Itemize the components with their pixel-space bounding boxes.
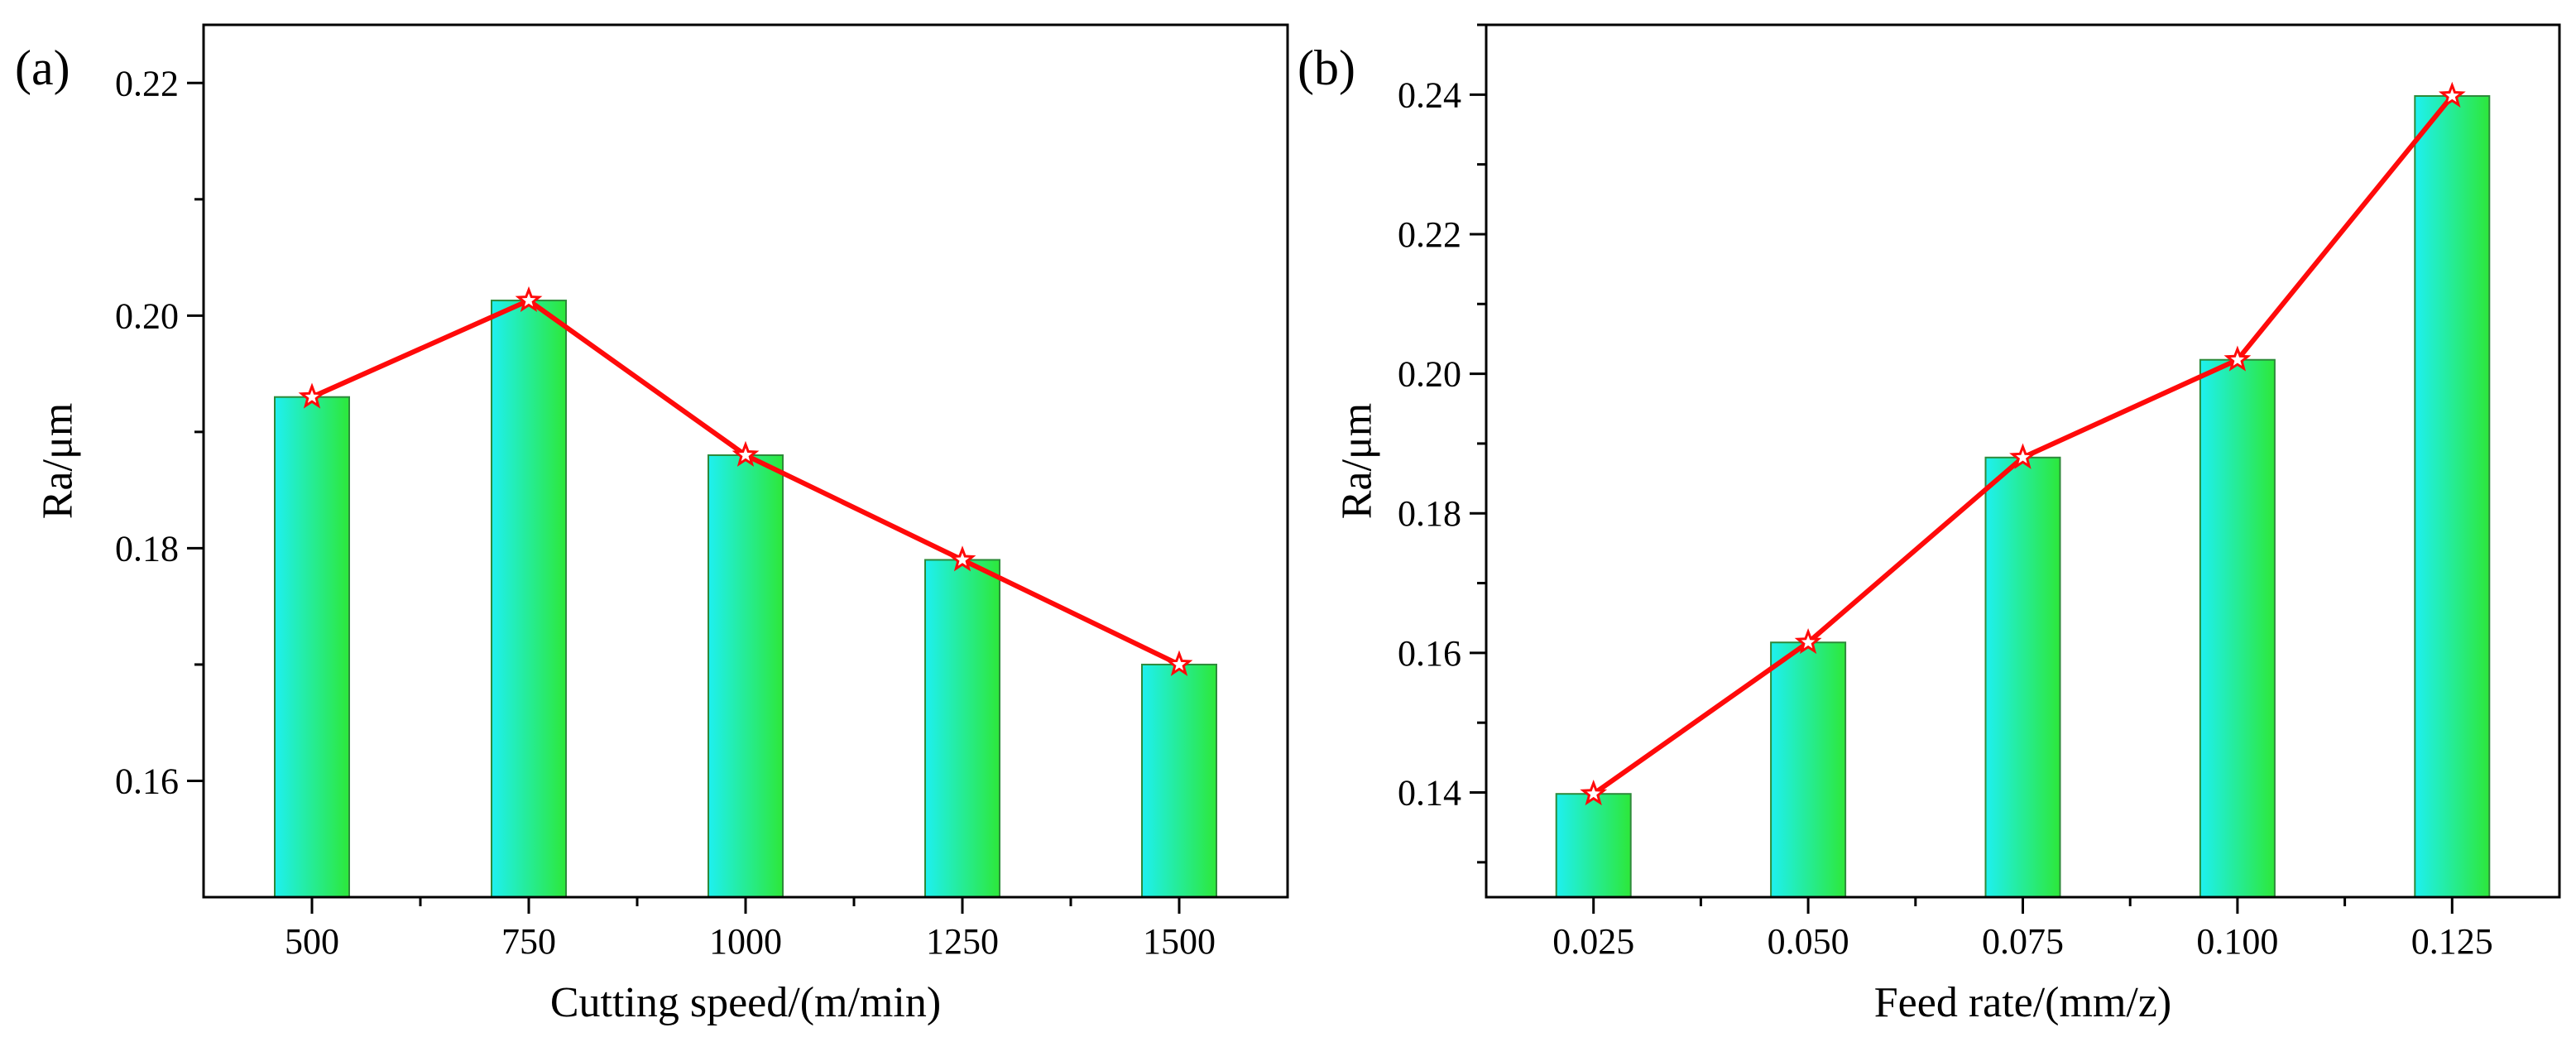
y-tick-label: 0.18 <box>115 528 179 569</box>
y-axis-title: Ra/μm <box>35 403 82 520</box>
y-tick-label: 0.20 <box>1398 354 1461 395</box>
x-tick-label: 1250 <box>926 921 999 962</box>
y-tick-label: 0.14 <box>1398 773 1461 814</box>
y-tick-label: 0.24 <box>1398 74 1461 115</box>
point-marker-0.050 <box>1794 627 1822 655</box>
x-tick-label: 750 <box>501 921 556 962</box>
x-tick-label: 0.100 <box>2196 921 2278 962</box>
x-tick-label: 0.050 <box>1768 921 1849 962</box>
x-axis-title: Cutting speed/(m/min) <box>550 979 941 1026</box>
y-tick-label: 0.20 <box>115 295 179 336</box>
bar-750 <box>491 300 567 898</box>
chart-panel-b: 0.14 0.16 0.18 0.20 0.22 0.24 0.025 0.050 0.075 0… <box>1298 23 2561 1026</box>
bar-500 <box>274 396 350 898</box>
bar-0.125 <box>2414 95 2491 898</box>
point-marker-750 <box>515 286 543 313</box>
bar-1000 <box>708 454 784 898</box>
point-marker-500 <box>298 382 326 409</box>
chart-panel-a: 0.16 0.18 0.20 0.22 500 750 1000 1250 1500 Cuttin… <box>15 23 1289 1026</box>
x-tick-label: 0.075 <box>1982 921 2064 962</box>
y-tick-label: 0.22 <box>1398 214 1461 255</box>
bar-0.025 <box>1555 793 1632 899</box>
point-marker-0.075 <box>2009 443 2036 469</box>
point-marker-1250 <box>948 545 976 572</box>
panel-label: (a) <box>15 41 70 95</box>
bar-0.075 <box>1984 456 2061 898</box>
point-marker-0.025 <box>1580 779 1608 806</box>
x-axis-title: Feed rate/(mm/z) <box>1874 979 2172 1026</box>
bar-1500 <box>1141 663 1217 899</box>
bar-0.100 <box>2199 358 2276 898</box>
point-marker-0.125 <box>2438 81 2466 108</box>
y-tick-label: 0.16 <box>115 761 179 801</box>
x-tick-label: 500 <box>285 921 339 962</box>
y-tick-label: 0.16 <box>1398 633 1461 674</box>
point-marker-0.100 <box>2223 345 2252 372</box>
x-tick-label: 1000 <box>709 921 782 962</box>
y-tick-label: 0.18 <box>1398 493 1461 534</box>
panel-label: (b) <box>1298 41 1355 95</box>
bar-0.050 <box>1770 641 1847 898</box>
x-tick-label: 1500 <box>1143 921 1216 962</box>
point-marker-1000 <box>732 440 760 467</box>
x-tick-label: 0.125 <box>2411 921 2493 962</box>
bar-1250 <box>924 559 1000 898</box>
y-tick-label: 0.22 <box>115 63 179 103</box>
y-axis-title: Ra/μm <box>1334 403 1381 520</box>
point-marker-1500 <box>1165 650 1193 676</box>
x-tick-label: 0.025 <box>1552 921 1634 962</box>
